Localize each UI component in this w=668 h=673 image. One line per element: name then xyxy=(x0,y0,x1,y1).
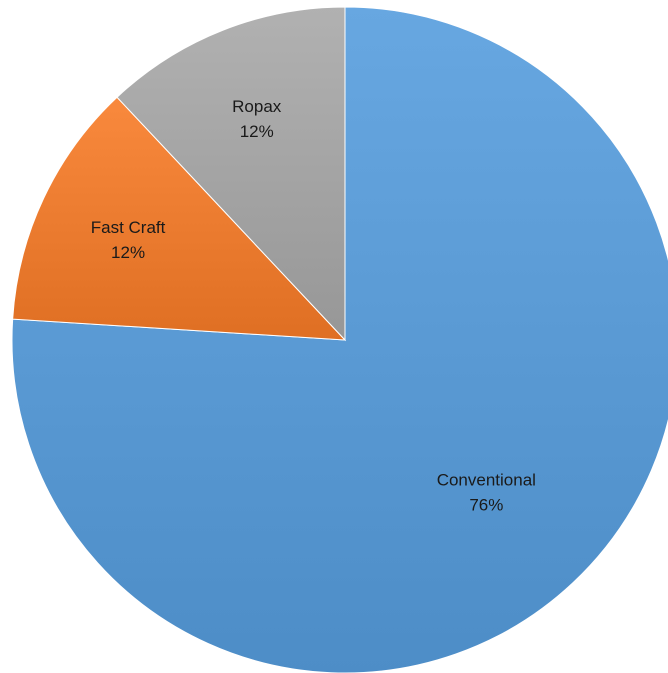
slice-label-fast-craft: Fast Craft xyxy=(91,218,166,237)
slice-value-conventional: 76% xyxy=(469,496,503,515)
labels-layer: Conventional 76% Fast Craft 12% Ropax 12% xyxy=(91,97,536,514)
slice-label-ropax: Ropax xyxy=(232,97,282,116)
pie-slice-fast-craft xyxy=(12,96,347,341)
slice-label-conventional: Conventional xyxy=(437,471,536,490)
slice-value-ropax: 12% xyxy=(240,122,274,141)
slices-layer xyxy=(11,6,668,673)
slice-value-fast-craft: 12% xyxy=(111,243,145,262)
pie-slice-ropax xyxy=(116,6,346,342)
